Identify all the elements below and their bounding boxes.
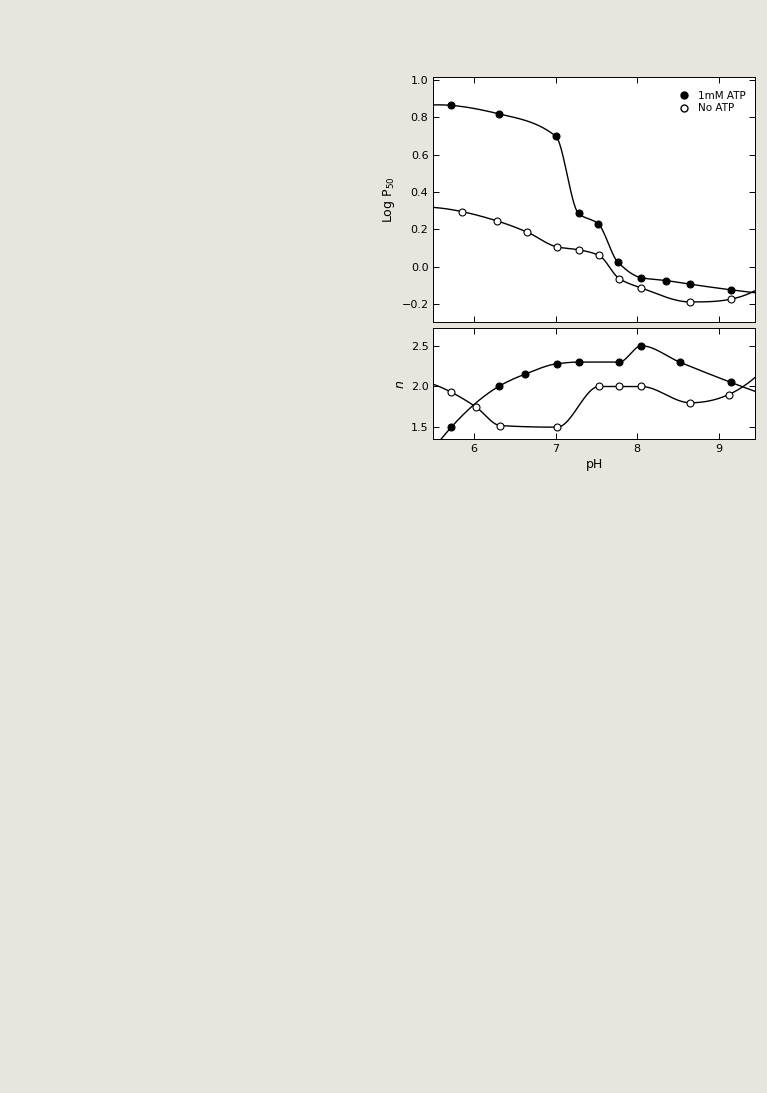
X-axis label: pH: pH bbox=[586, 458, 603, 471]
Y-axis label: Log P$_{50}$: Log P$_{50}$ bbox=[381, 176, 397, 223]
Y-axis label: n: n bbox=[393, 379, 407, 388]
Legend: 1mM ATP, No ATP: 1mM ATP, No ATP bbox=[669, 86, 750, 118]
